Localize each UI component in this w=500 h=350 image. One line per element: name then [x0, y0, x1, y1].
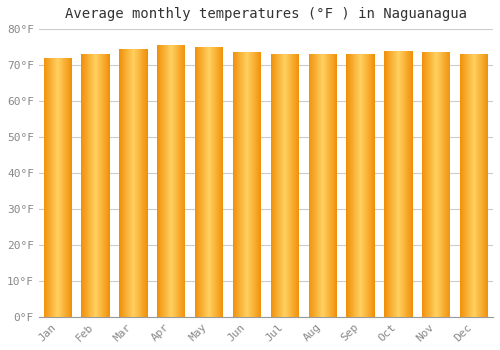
Title: Average monthly temperatures (°F ) in Naguanagua: Average monthly temperatures (°F ) in Na…	[65, 7, 467, 21]
